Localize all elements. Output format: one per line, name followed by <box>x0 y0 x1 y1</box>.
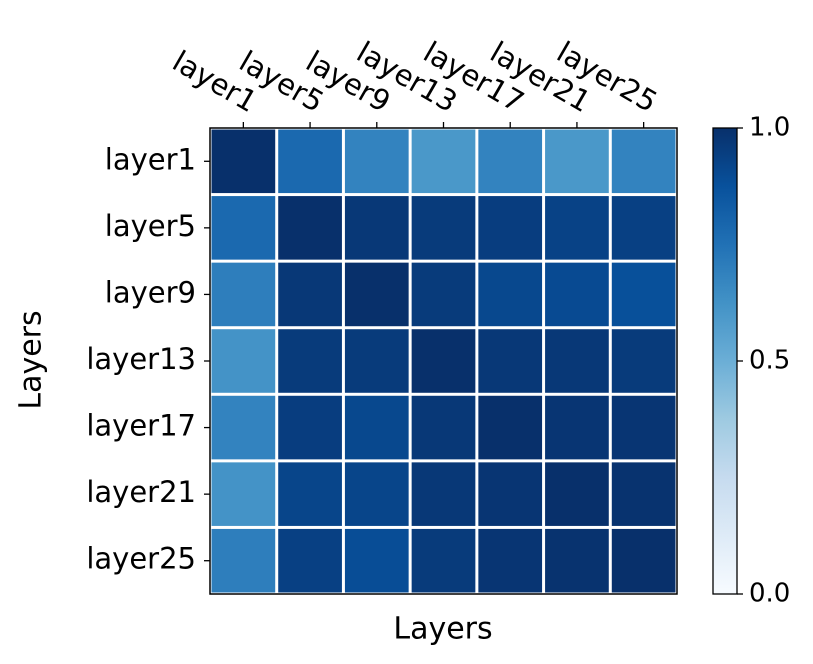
colorbar <box>712 127 738 595</box>
colorbar-tick-label: 0.0 <box>749 579 790 609</box>
y-tick-label: layer5 <box>105 209 196 243</box>
heatmap-cell <box>545 262 609 327</box>
heatmap-cell <box>611 129 676 194</box>
heatmap-cell <box>211 129 276 194</box>
heatmap-cell <box>611 528 676 593</box>
heatmap-cell <box>545 395 609 460</box>
heatmap-cell <box>478 462 543 526</box>
heatmap-cell <box>211 528 276 593</box>
heatmap-cell <box>545 129 609 194</box>
heatmap-cell <box>211 196 276 260</box>
heatmap-cell <box>411 462 476 526</box>
heatmap-cell <box>278 129 342 194</box>
heatmap-cell <box>545 462 609 526</box>
heatmap-cell <box>211 395 276 460</box>
colorbar-tick-label: 0.5 <box>749 346 790 376</box>
y-tick-label: layer17 <box>86 409 196 443</box>
y-axis-label: Layers <box>14 310 49 409</box>
heatmap-cell <box>411 395 476 460</box>
heatmap-cell <box>278 262 342 327</box>
x-axis-label: Layers <box>393 612 492 647</box>
heatmap-cell <box>411 262 476 327</box>
heatmap-cell <box>344 262 409 327</box>
y-tick-label: layer1 <box>105 142 196 176</box>
heatmap-cell <box>344 196 409 260</box>
heatmap-cell <box>278 196 342 260</box>
heatmap-cell <box>611 329 676 393</box>
heatmap-cell <box>344 528 409 593</box>
y-tick-label: layer13 <box>86 342 196 376</box>
heatmap-cell <box>478 196 543 260</box>
heatmap-cell <box>211 329 276 393</box>
heatmap-cell <box>344 462 409 526</box>
heatmap-cell <box>478 129 543 194</box>
heatmap-cell <box>211 262 276 327</box>
heatmap-cell <box>611 462 676 526</box>
y-tick-label: layer25 <box>86 542 196 576</box>
heatmap-cell <box>278 462 342 526</box>
heatmap-cell <box>478 528 543 593</box>
heatmap-cell <box>411 196 476 260</box>
heatmap-cell <box>611 395 676 460</box>
y-tick-label: layer21 <box>86 475 196 509</box>
heatmap-cell <box>344 329 409 393</box>
heatmap-cell <box>411 329 476 393</box>
heatmap-cell <box>545 196 609 260</box>
heatmap-cell <box>545 329 609 393</box>
heatmap-cell <box>411 528 476 593</box>
heatmap-cell <box>344 129 409 194</box>
heatmap-cell <box>211 462 276 526</box>
colorbar-tick-label: 1.0 <box>749 113 790 143</box>
heatmap-cell <box>411 129 476 194</box>
heatmap-cell <box>478 329 543 393</box>
heatmap-cell <box>478 262 543 327</box>
heatmap-cell <box>478 395 543 460</box>
heatmap-cell <box>611 196 676 260</box>
heatmap-cell <box>278 528 342 593</box>
heatmap-cell <box>278 329 342 393</box>
y-tick-label: layer9 <box>105 275 196 309</box>
heatmap-cell <box>278 395 342 460</box>
heatmap-cell <box>545 528 609 593</box>
heatmap-cell <box>611 262 676 327</box>
heatmap-cell <box>344 395 409 460</box>
